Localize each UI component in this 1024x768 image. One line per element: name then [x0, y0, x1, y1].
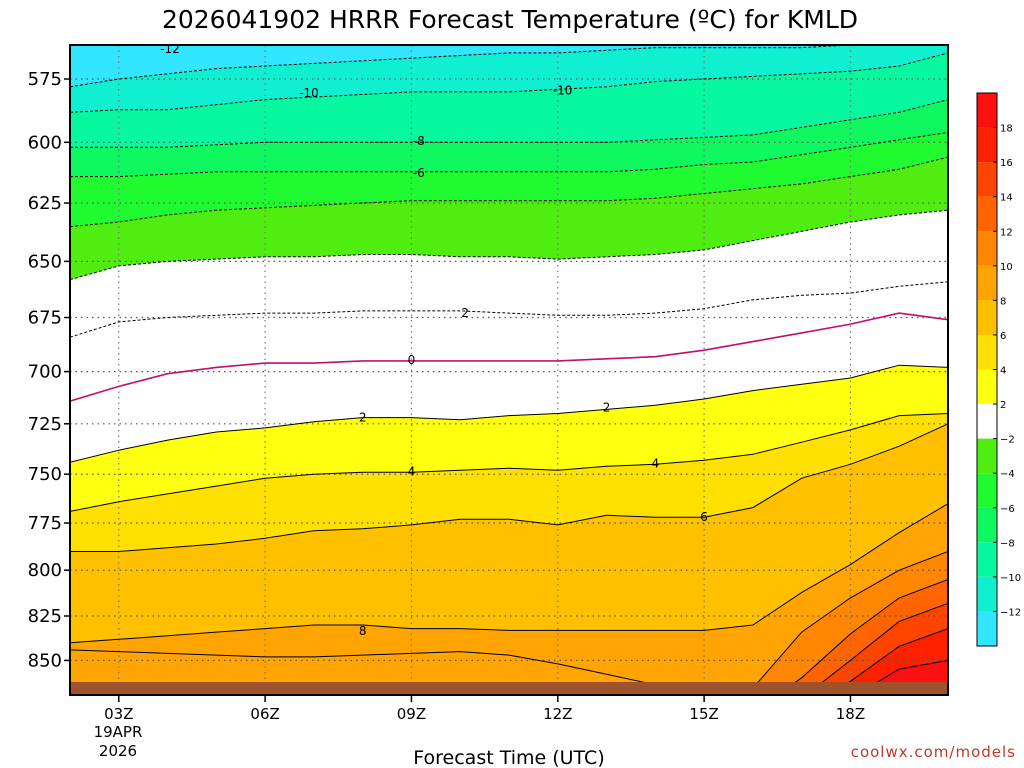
y-tick-label-4: 675	[28, 308, 62, 329]
colorbar-tick-label-12: 14	[1000, 193, 1013, 204]
isotherm-label-1: -10	[299, 86, 319, 100]
x-tick-label-1: 06Z	[250, 705, 279, 723]
isotherm-8	[70, 312, 948, 402]
colorbar-tick-label-13: 16	[1000, 158, 1013, 169]
isotherm-label-11: 6	[700, 510, 708, 524]
y-tick-label-6: 725	[28, 414, 62, 435]
plot-frame	[69, 44, 949, 696]
terrain-strip	[70, 682, 948, 695]
y-tick-label-3: 650	[28, 251, 62, 272]
temperature-fill-layer	[70, 45, 948, 695]
isotherm-label-6: 0	[408, 353, 416, 367]
x-date-month: 19APR	[94, 723, 143, 741]
colorbar-bin-13	[977, 542, 997, 577]
isotherm-label-5: 2	[461, 306, 469, 320]
isotherm-11	[70, 423, 948, 552]
colorbar-tick-label-11: 12	[1000, 227, 1013, 238]
isotherm-12	[70, 503, 948, 644]
isotherm-7	[70, 281, 948, 338]
isotherm-label-9: 4	[408, 464, 416, 478]
grid-lines	[70, 45, 948, 695]
x-tick-label-3: 12Z	[543, 705, 572, 723]
x-axis: 03Z 06Z 09Z 12Z 15Z 18Z	[104, 695, 865, 723]
colorbar-tick-label-7: 4	[1000, 366, 1006, 377]
colorbar-bin-2	[977, 162, 997, 197]
y-tick-label-1: 600	[28, 132, 62, 153]
x-tick-label-0: 03Z	[104, 705, 133, 723]
isotherm-label-2: -10	[553, 84, 573, 98]
chart-title: 2026041902 HRRR Forecast Temperature (ºC…	[162, 5, 858, 34]
colorbar-tick-label-4: −4	[1000, 469, 1015, 480]
isotherm-label-12: 8	[359, 624, 367, 638]
colorbar: −12 −10 −8 −6 −4 −2 2 4 6 8 10 12 14 16 18	[976, 92, 1021, 647]
y-tick-label-8: 775	[28, 513, 62, 534]
y-tick-label-5: 700	[28, 362, 62, 383]
isotherm-14	[776, 579, 948, 695]
x-axis-label: Forecast Time (UTC)	[413, 747, 604, 768]
colorbar-bin-3	[977, 196, 997, 232]
isotherm-5	[70, 156, 948, 228]
y-tick-label-9: 800	[28, 560, 62, 581]
isotherm-label-8: 2	[603, 400, 611, 414]
y-tick-label-2: 625	[28, 193, 62, 214]
isotherm-label-10: 4	[652, 456, 660, 470]
colorbar-tick-label-9: 8	[1000, 296, 1006, 307]
colorbar-tick-label-3: −6	[1000, 504, 1015, 515]
isotherm-6	[70, 209, 948, 281]
colorbar-bin-9	[977, 404, 997, 439]
colorbar-tick-label-5: −2	[1000, 435, 1015, 446]
colorbar-bin-12	[977, 507, 997, 543]
y-tick-label-0: 575	[28, 69, 62, 90]
colorbar-bin-1	[977, 127, 997, 163]
colorbar-bin-4	[977, 231, 997, 266]
y-tick-label-7: 750	[28, 464, 62, 485]
x-tick-label-2: 09Z	[397, 705, 426, 723]
isotherm-3	[70, 99, 948, 148]
colorbar-bin-11	[977, 473, 997, 508]
colorbar-tick-label-8: 6	[1000, 331, 1006, 342]
fill-band-8	[70, 503, 948, 695]
x-tick-label-5: 18Z	[836, 705, 865, 723]
colorbar-bin-10	[977, 438, 997, 474]
y-tick-label-11: 850	[28, 650, 62, 671]
colorbar-tick-label-14: 18	[1000, 124, 1013, 135]
isotherm-1	[70, 45, 860, 88]
isotherm-2	[70, 52, 948, 113]
colorbar-tick-label-0: −12	[1000, 607, 1021, 618]
x-date-year: 2026	[99, 742, 137, 760]
colorbar-bin-15	[977, 611, 997, 646]
isotherm-label-7: 2	[359, 411, 367, 425]
colorbar-bin-6	[977, 300, 997, 335]
isotherm-lines	[70, 45, 948, 695]
colorbar-bin-14	[977, 576, 997, 612]
isotherm-label-3: -8	[413, 134, 425, 148]
colorbar-tick-label-6: 2	[1000, 400, 1006, 411]
colorbar-tick-label-2: −8	[1000, 538, 1015, 549]
isotherm-9	[70, 364, 948, 463]
colorbar-bin-8	[977, 369, 997, 405]
colorbar-bin-0	[977, 93, 997, 128]
isotherm-label-4: -6	[413, 166, 425, 180]
colorbar-bin-7	[977, 334, 997, 370]
colorbar-bin-5	[977, 265, 997, 301]
y-axis: 575 600 625 650 675 700 725 750 775 800 825 850	[28, 69, 70, 671]
colorbar-tick-label-1: −10	[1000, 573, 1021, 584]
isotherm-10	[70, 413, 948, 512]
credit-text: coolwx.com/models	[851, 743, 1016, 761]
isotherm-4	[70, 131, 948, 178]
colorbar-tick-label-10: 10	[1000, 262, 1013, 273]
y-tick-label-10: 825	[28, 606, 62, 627]
x-tick-label-4: 15Z	[689, 705, 718, 723]
